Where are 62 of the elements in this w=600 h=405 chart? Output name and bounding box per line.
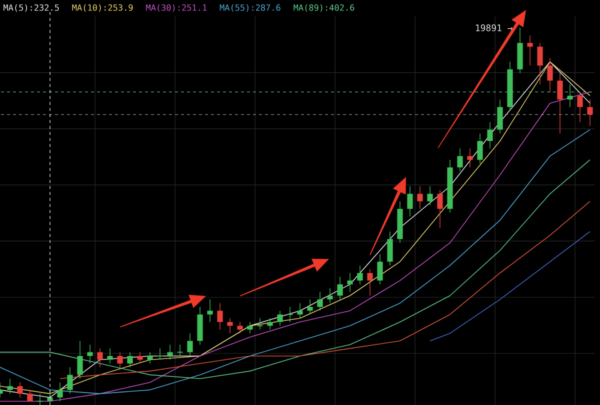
candlestick [517,27,523,74]
candlestick [187,332,193,356]
candlestick [337,276,343,300]
candlestick [217,302,223,330]
candlestick [107,348,113,364]
annotation: 19891 → [476,24,513,32]
candlestick [367,268,373,296]
candlestick [437,190,443,228]
candlestick [407,186,413,217]
candlestick [537,42,543,85]
candlestick [176,344,184,356]
candlestick [17,382,23,398]
candlestick [497,99,503,134]
candlestick [127,352,133,368]
candlestick [577,92,583,122]
candlestick [247,322,253,334]
candlestick [587,99,593,126]
candlestick [527,35,533,66]
candlestick [347,272,353,292]
candlestick [417,186,423,210]
candlestick [387,231,393,266]
candlestick [57,382,63,402]
candlestick [397,200,403,244]
candlestick [317,292,323,312]
candlestick [197,306,203,346]
candlestick [207,299,213,322]
candlestick [67,366,73,394]
candlestick [147,352,153,364]
candlestick [87,344,93,364]
candlestick [117,352,123,368]
text: MA(55):287.6 [220,4,280,12]
text: MA(10):253.9 [72,4,133,12]
candlestick [7,378,13,394]
candlestick [297,302,303,319]
candlestick [237,322,243,334]
candlestick [277,310,283,326]
text: MA(30):251.1 [146,4,207,12]
candlestick [567,84,573,108]
candlestick [547,58,553,92]
candlestick [307,299,313,315]
candlestick [557,72,563,134]
candlestick [357,265,363,285]
candlestick [447,159,453,213]
candlestick [267,318,273,330]
candlestick [507,61,513,112]
candlestick [477,133,483,164]
candlestick [27,390,33,402]
candlestick [427,186,433,206]
candlestick [97,348,103,368]
candlestick [377,254,383,285]
candlestick [487,122,493,149]
text: MA(5):232.5 [4,4,59,12]
candlestick [286,306,294,322]
candlestick [137,352,143,364]
candlestick [457,148,463,172]
candlestick [156,348,164,360]
candlestick [327,288,333,304]
candlestick [77,340,83,379]
candlestick [167,344,173,360]
candlestick [467,148,473,168]
candlestick [227,318,233,334]
text: MA(89):402.6 [294,4,354,12]
